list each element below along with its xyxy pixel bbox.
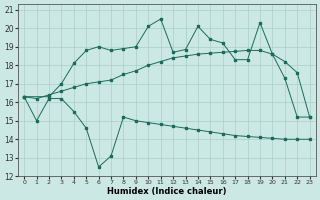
X-axis label: Humidex (Indice chaleur): Humidex (Indice chaleur) <box>107 187 227 196</box>
